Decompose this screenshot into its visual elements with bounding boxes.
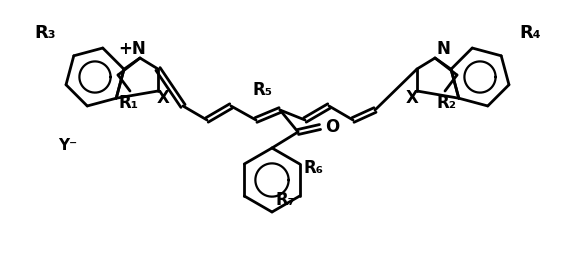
Text: N: N	[436, 40, 450, 58]
Text: R₄: R₄	[519, 24, 541, 42]
Text: X: X	[405, 89, 419, 107]
Text: R₅: R₅	[252, 81, 272, 99]
Text: R₇: R₇	[276, 191, 296, 209]
Text: R₁: R₁	[118, 94, 138, 112]
Text: R₂: R₂	[437, 94, 457, 112]
Text: R₆: R₆	[304, 159, 324, 177]
Text: +N: +N	[118, 40, 146, 58]
Text: R₃: R₃	[34, 24, 56, 42]
Text: X: X	[156, 89, 170, 107]
Text: O: O	[325, 118, 339, 136]
Text: Y⁻: Y⁻	[59, 138, 78, 153]
